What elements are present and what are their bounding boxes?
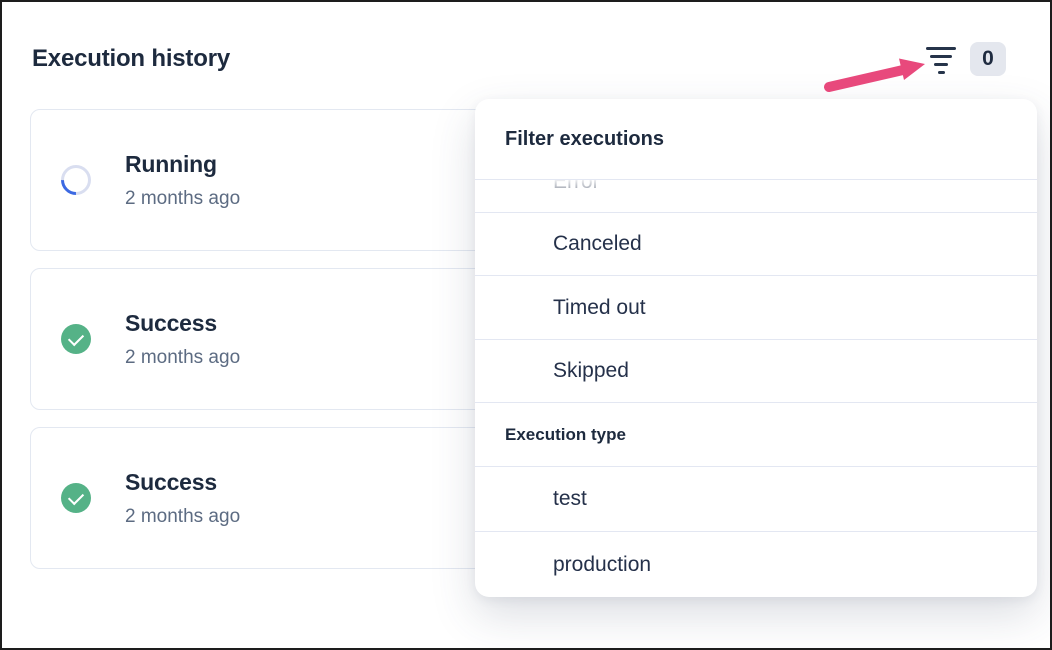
filter-button[interactable]: 0 xyxy=(924,42,1006,76)
filter-popover-header: Filter executions xyxy=(475,99,1037,180)
filter-item-canceled[interactable]: Canceled xyxy=(475,213,1037,276)
check-icon xyxy=(61,483,91,513)
page-title: Execution history xyxy=(32,45,230,72)
filter-item-production[interactable]: production xyxy=(475,532,1037,597)
spinner-icon xyxy=(54,158,98,202)
filter-section-label: Execution type xyxy=(505,424,626,444)
filter-item-error[interactable]: Error xyxy=(475,180,1037,213)
check-icon xyxy=(61,324,91,354)
filter-lines-icon[interactable] xyxy=(924,44,958,74)
filter-item-timed-out[interactable]: Timed out xyxy=(475,276,1037,340)
filter-item-test[interactable]: test xyxy=(475,467,1037,532)
execution-time: 2 months ago xyxy=(125,505,241,527)
filter-item-label: Skipped xyxy=(553,359,629,382)
execution-status: Success xyxy=(125,468,217,495)
filter-item-label: production xyxy=(553,552,652,576)
execution-time: 2 months ago xyxy=(125,346,241,368)
filter-item-label: test xyxy=(553,487,587,510)
execution-status: Running xyxy=(125,150,217,177)
filter-popover: Filter executions Error Canceled Timed o… xyxy=(475,99,1037,597)
filter-item-label: Timed out xyxy=(553,295,646,319)
annotation-arrow-icon xyxy=(824,58,925,92)
filter-section-execution-type: Execution type xyxy=(475,403,1037,467)
filter-item-skipped[interactable]: Skipped xyxy=(475,340,1037,403)
filter-item-label: Error xyxy=(553,180,600,193)
filter-count-badge: 0 xyxy=(970,42,1006,76)
execution-time: 2 months ago xyxy=(125,187,241,209)
filter-popover-title: Filter executions xyxy=(505,127,664,150)
filter-item-label: Canceled xyxy=(553,232,642,255)
execution-status: Success xyxy=(125,309,217,336)
